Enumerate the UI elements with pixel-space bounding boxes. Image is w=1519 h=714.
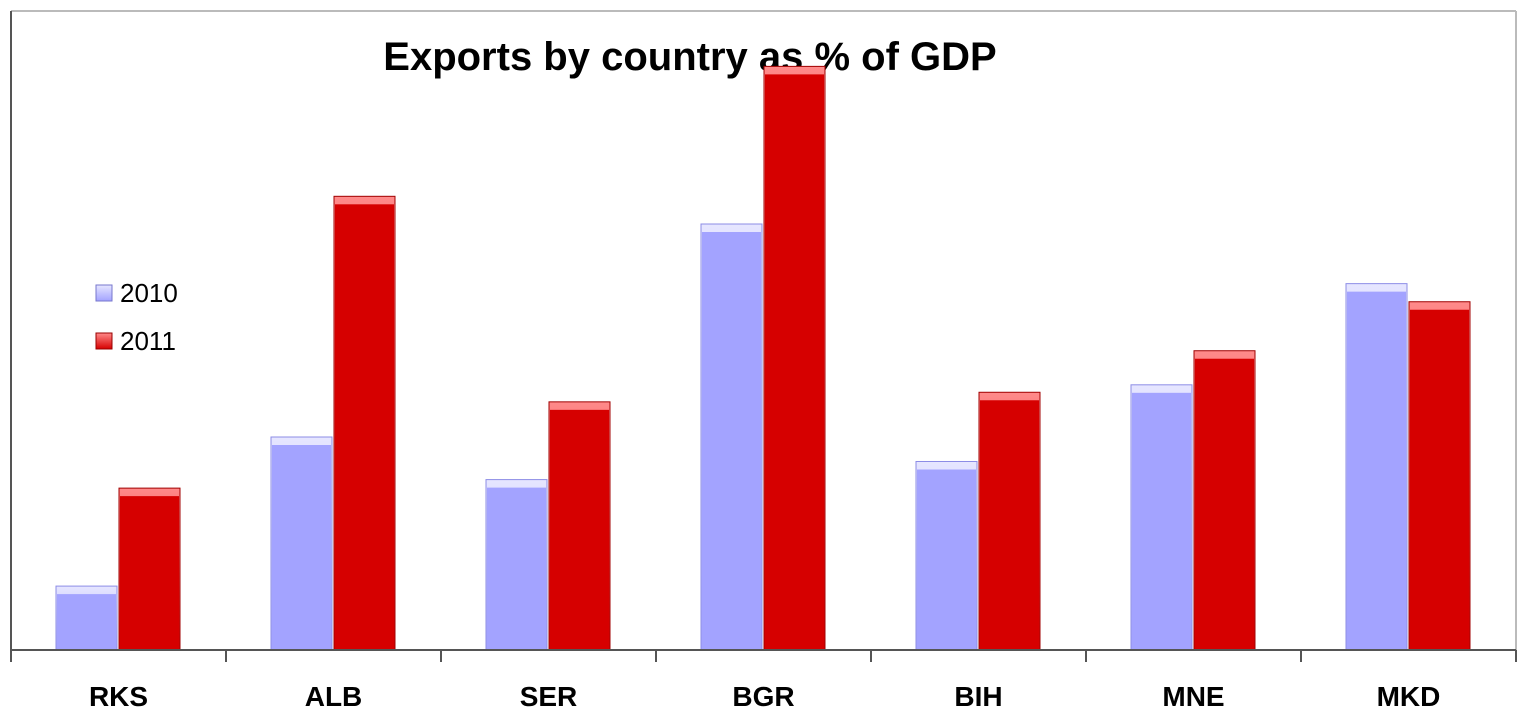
bar-face-rks-2011 xyxy=(120,496,179,650)
chart-title: Exports by country as % of GDP xyxy=(383,35,996,79)
bars-group xyxy=(55,65,1471,651)
x-tick-label-bih: BIH xyxy=(954,681,1002,709)
legend-label-2011: 2011 xyxy=(120,326,176,356)
legend-swatch-2010 xyxy=(95,284,113,302)
bar-face-alb-2011 xyxy=(335,204,394,650)
x-axis-labels: RKS ALB SER BGR BIH MNE MKD xyxy=(89,681,1441,712)
bar-face-mne-2010 xyxy=(1132,392,1191,650)
bar-face-alb-2010 xyxy=(272,445,331,650)
bar-face-mkd-2011 xyxy=(1410,309,1469,650)
legend-label-2010: 2010 xyxy=(120,278,178,308)
x-tick-label-rks: RKS xyxy=(89,681,148,709)
bar-face-rks-2010 xyxy=(57,594,116,650)
bar-face-ser-2010 xyxy=(487,487,546,650)
x-tick-label-mne: MNE xyxy=(1162,681,1224,709)
x-axis-ticks xyxy=(10,650,1517,662)
legend-swatch-2011 xyxy=(95,332,113,350)
legend: 2010 2011 xyxy=(95,278,178,356)
bar-face-mkd-2010 xyxy=(1347,291,1406,650)
x-tick-label-ser: SER xyxy=(520,681,578,709)
x-tick-label-bgr: BGR xyxy=(732,681,794,709)
x-tick-label-alb: ALB xyxy=(305,681,363,709)
bar-face-mne-2011 xyxy=(1195,358,1254,650)
bar-face-ser-2011 xyxy=(550,409,609,650)
bar-face-bih-2011 xyxy=(980,400,1039,650)
bar-face-bgr-2010 xyxy=(702,232,761,650)
bar-face-bih-2010 xyxy=(917,469,976,650)
bar-face-bgr-2011 xyxy=(765,74,824,650)
x-tick-label-mkd: MKD xyxy=(1377,681,1441,709)
